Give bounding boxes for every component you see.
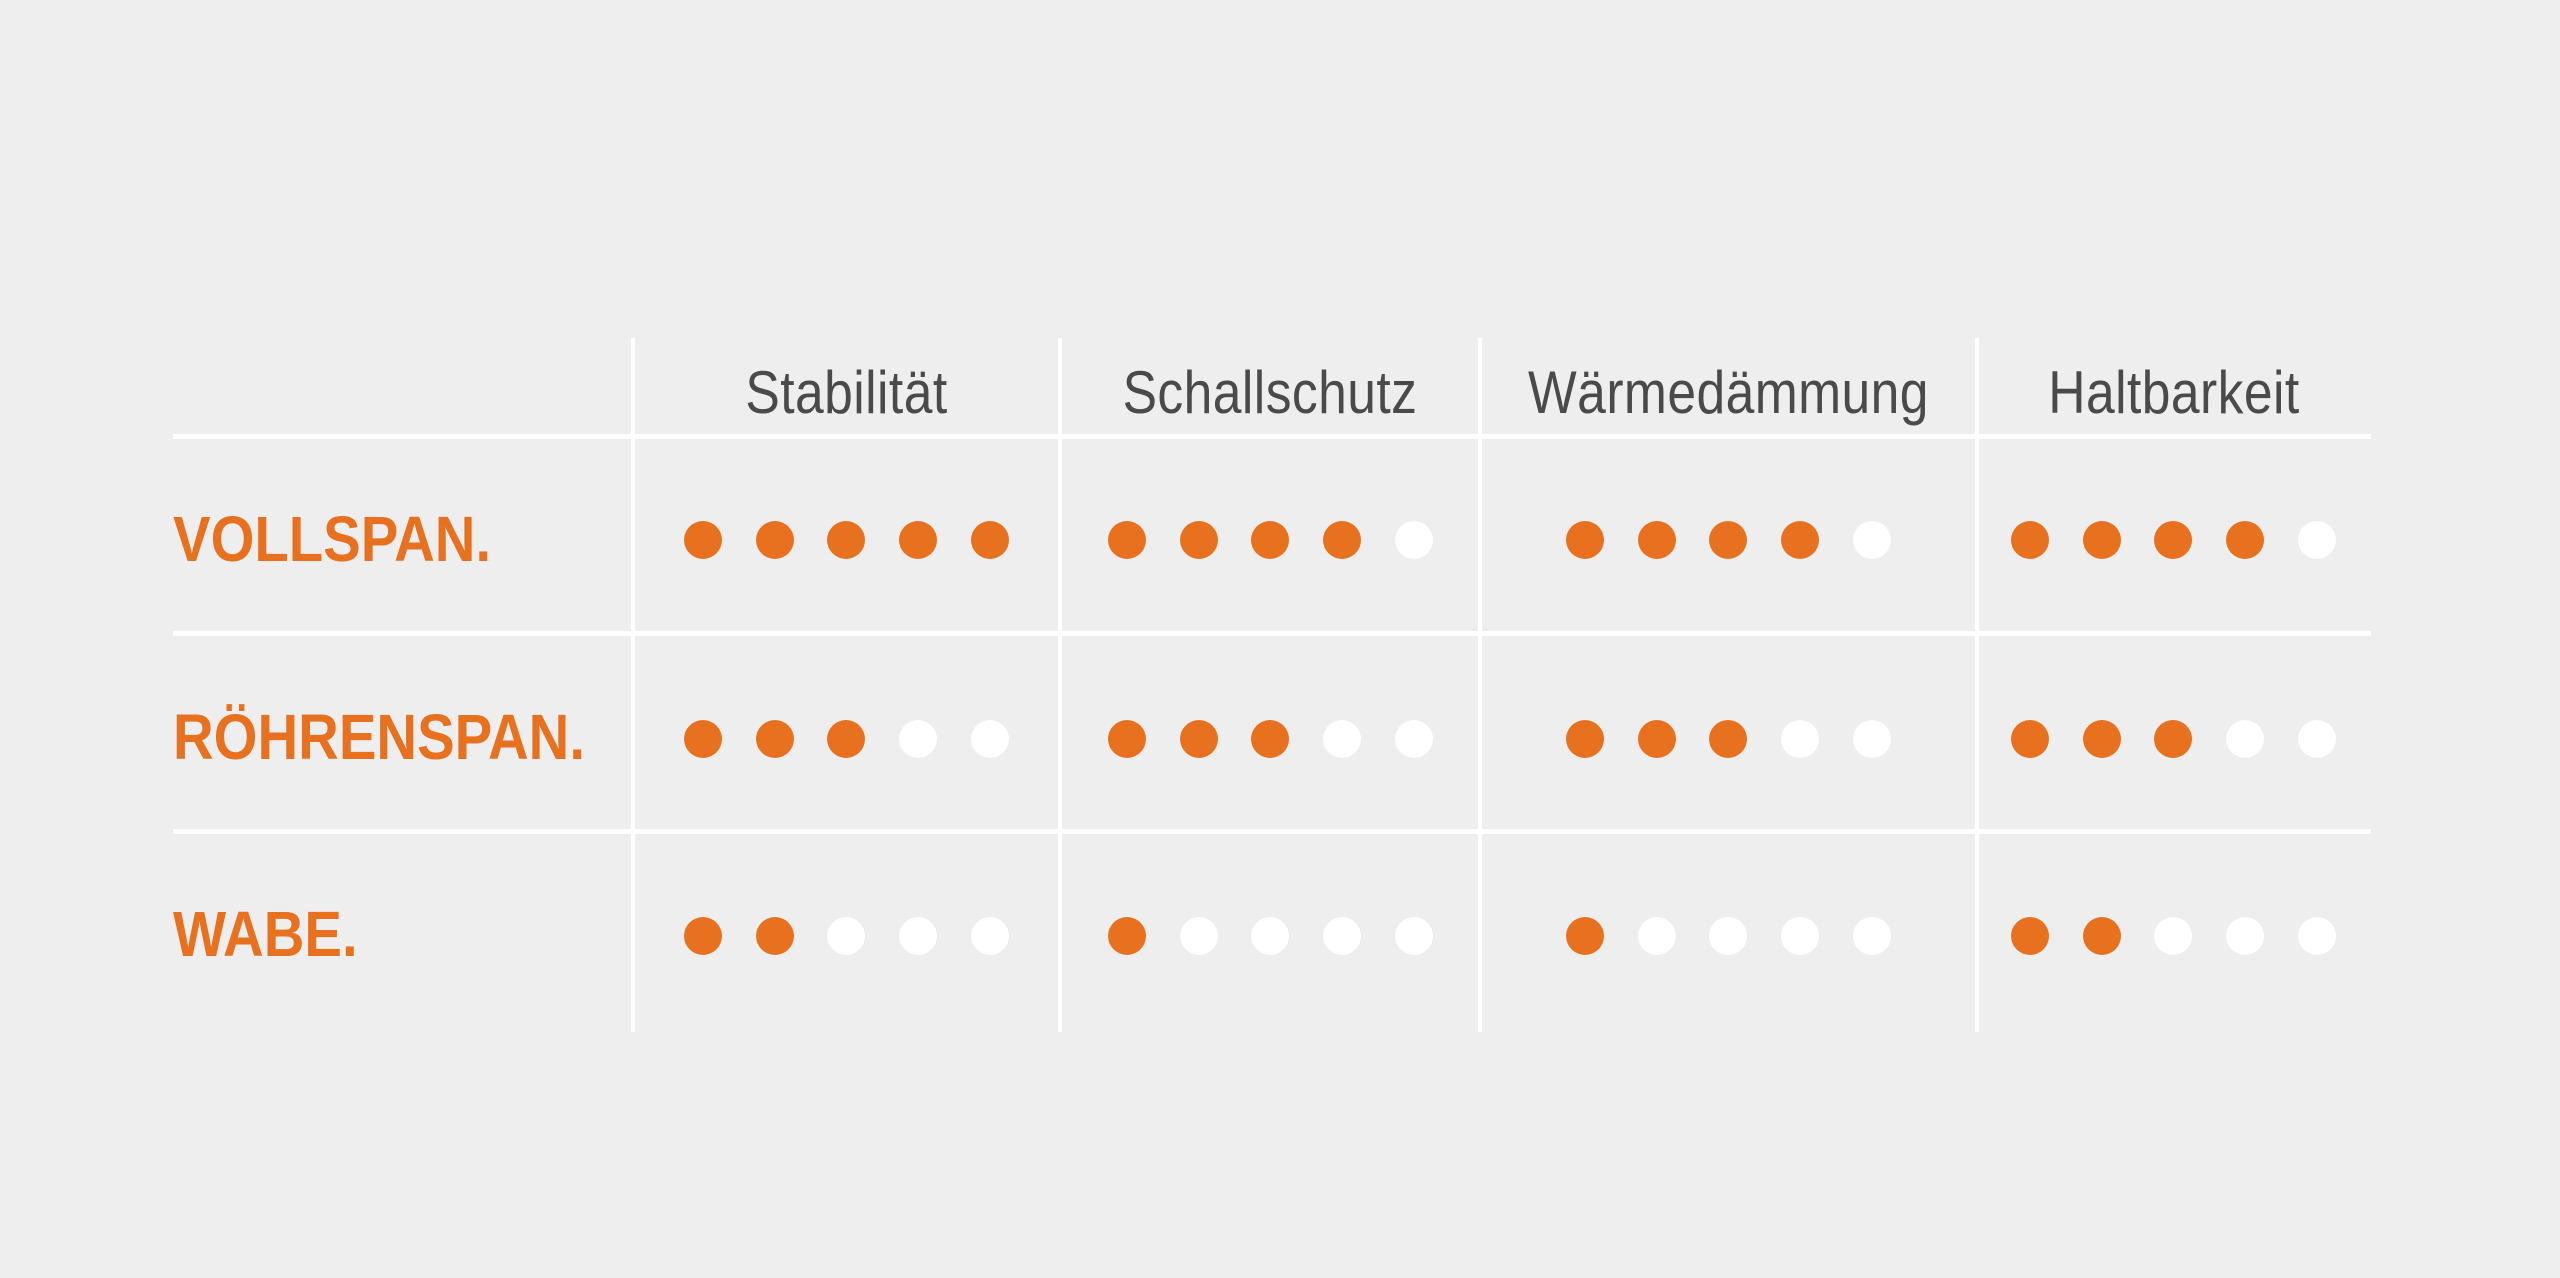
rating-dot-empty bbox=[1179, 917, 1218, 955]
rating-dot-filled bbox=[2011, 720, 2049, 758]
rating-dot-filled bbox=[684, 720, 722, 758]
rating-dot-filled bbox=[970, 521, 1009, 559]
rating-dot-filled bbox=[755, 720, 794, 758]
row-divider bbox=[173, 631, 2371, 636]
rating-dot-filled bbox=[755, 917, 794, 955]
rating-dot-filled bbox=[1709, 720, 1748, 758]
rating-dot-filled bbox=[684, 917, 722, 955]
rating-dot-filled bbox=[684, 521, 722, 559]
rating-dot-empty bbox=[1852, 521, 1891, 559]
rating-dot-filled bbox=[1179, 720, 1218, 758]
column-divider bbox=[1478, 338, 1482, 1032]
rating-dot-filled bbox=[1323, 521, 1362, 559]
rating-dot-filled bbox=[1781, 521, 1820, 559]
rating-dot-filled bbox=[2154, 521, 2193, 559]
rating-dot-filled bbox=[1251, 720, 1290, 758]
rating-dot-empty bbox=[1852, 720, 1891, 758]
row-divider bbox=[173, 434, 2371, 439]
rating-dot-filled bbox=[755, 521, 794, 559]
column-divider bbox=[1058, 338, 1062, 1032]
row-label-wabe: WABE. bbox=[173, 898, 358, 970]
rating-dot-empty bbox=[1709, 917, 1748, 955]
rating-dot-empty bbox=[1394, 720, 1433, 758]
rating-dot-empty bbox=[1323, 917, 1362, 955]
rating-dot-empty bbox=[1323, 720, 1362, 758]
rating-dot-empty bbox=[2226, 917, 2265, 955]
rating-dot-empty bbox=[1781, 720, 1820, 758]
rating-dot-empty bbox=[970, 720, 1009, 758]
rating-dot-filled bbox=[2154, 720, 2193, 758]
rating-dot-empty bbox=[2297, 521, 2336, 559]
row-divider bbox=[173, 829, 2371, 834]
rating-dot-empty bbox=[1852, 917, 1891, 955]
rating-dot-filled bbox=[2011, 521, 2049, 559]
rating-dot-empty bbox=[1637, 917, 1676, 955]
rating-dot-filled bbox=[1637, 720, 1676, 758]
rating-dot-filled bbox=[2082, 917, 2121, 955]
rating-dot-empty bbox=[2154, 917, 2193, 955]
rating-dot-empty bbox=[827, 917, 866, 955]
rating-dot-filled bbox=[1108, 521, 1146, 559]
rating-dot-filled bbox=[899, 521, 938, 559]
rating-dot-filled bbox=[1108, 720, 1146, 758]
column-header-haltbarkeit: Haltbarkeit bbox=[2048, 358, 2300, 426]
rating-dot-filled bbox=[1566, 720, 1604, 758]
column-header-schallschutz: Schallschutz bbox=[1122, 358, 1418, 426]
rating-dot-filled bbox=[1566, 521, 1604, 559]
rating-dot-empty bbox=[1781, 917, 1820, 955]
rating-dot-filled bbox=[1251, 521, 1290, 559]
rating-dot-empty bbox=[1394, 521, 1433, 559]
rating-dot-filled bbox=[2226, 521, 2265, 559]
column-divider bbox=[1975, 338, 1979, 1032]
column-divider bbox=[631, 338, 635, 1032]
rating-dot-filled bbox=[1108, 917, 1146, 955]
column-header-stabilitaet: Stabilität bbox=[745, 358, 948, 426]
rating-dot-filled bbox=[827, 720, 866, 758]
rating-dot-empty bbox=[2297, 917, 2336, 955]
rating-dot-empty bbox=[2297, 720, 2336, 758]
rating-dot-empty bbox=[2226, 720, 2265, 758]
rating-dot-empty bbox=[899, 720, 938, 758]
rating-dot-empty bbox=[899, 917, 938, 955]
rating-dot-filled bbox=[2082, 720, 2121, 758]
row-label-vollspan: VOLLSPAN. bbox=[173, 503, 492, 575]
rating-dot-filled bbox=[1179, 521, 1218, 559]
rating-dot-empty bbox=[1394, 917, 1433, 955]
rating-dot-filled bbox=[827, 521, 866, 559]
rating-dot-filled bbox=[1566, 917, 1604, 955]
rating-dot-filled bbox=[1637, 521, 1676, 559]
rating-dot-filled bbox=[1709, 521, 1748, 559]
rating-dot-empty bbox=[1251, 917, 1290, 955]
rating-dot-filled bbox=[2082, 521, 2121, 559]
rating-dot-filled bbox=[2011, 917, 2049, 955]
column-header-waermedaemmung: Wärmedämmung bbox=[1528, 358, 1929, 426]
rating-dot-empty bbox=[970, 917, 1009, 955]
row-label-roehrenspan: RÖHRENSPAN. bbox=[173, 701, 586, 773]
